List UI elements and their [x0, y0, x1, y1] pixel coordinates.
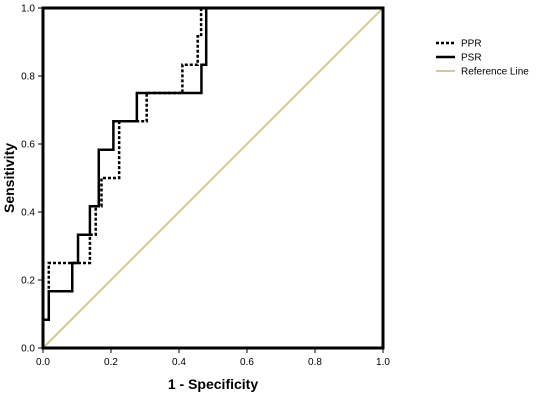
- y-tick-label: 0.6: [21, 140, 35, 151]
- y-tick-label: 0.4: [21, 208, 35, 219]
- x-tick-label: 0.6: [240, 357, 254, 368]
- x-tick-label: 1.0: [376, 357, 390, 368]
- legend: PPR PSR Reference Line: [436, 39, 529, 78]
- legend-label: Reference Line: [461, 67, 529, 78]
- x-axis-title: 1 - Specificity: [168, 376, 258, 392]
- plot-area-frame: [41, 6, 385, 350]
- y-tick-label: 0.2: [21, 276, 35, 287]
- series-line-reference-line: [42, 7, 384, 349]
- series-layer: [41, 6, 384, 349]
- y-tick-label: 0.0: [21, 344, 35, 355]
- x-axis-ticks: 0.0 0.2 0.4 0.6 0.8 1.0: [36, 348, 390, 368]
- x-tick-label: 0.2: [104, 357, 118, 368]
- legend-label: PPR: [461, 39, 482, 50]
- x-tick-label: 0.8: [308, 357, 322, 368]
- y-tick-label: 0.8: [21, 72, 35, 83]
- y-axis-title: Sensitivity: [1, 143, 17, 213]
- legend-label: PSR: [461, 53, 482, 64]
- y-tick-label: 1.0: [21, 4, 35, 15]
- series-line-ppr: [41, 6, 205, 348]
- x-tick-label: 0.4: [172, 357, 186, 368]
- y-axis-ticks: 0.0 0.2 0.4 0.6 0.8 1.0: [21, 4, 43, 355]
- series-line-psr: [41, 6, 383, 348]
- x-tick-label: 0.0: [36, 357, 50, 368]
